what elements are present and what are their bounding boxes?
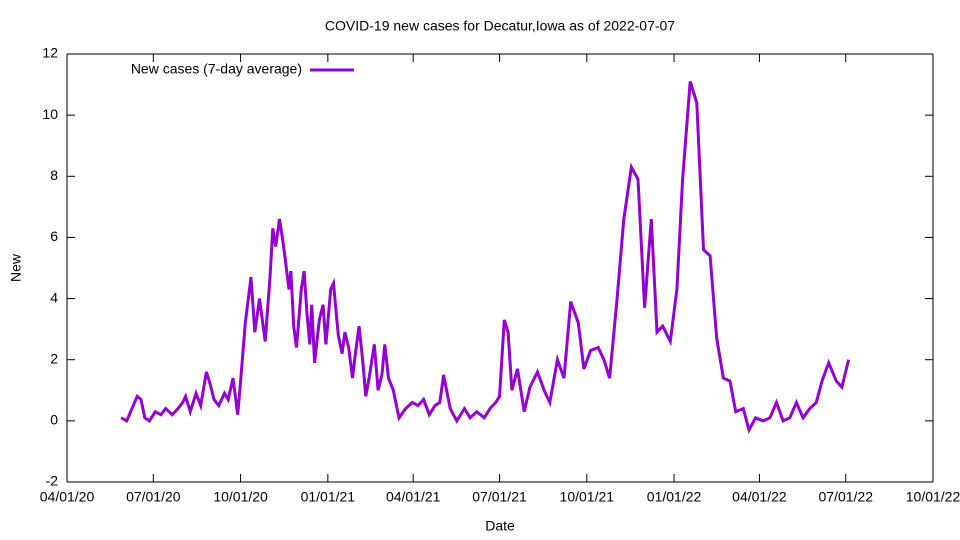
- x-tick-label: 07/01/21: [472, 489, 527, 505]
- x-tick-label: 01/01/21: [301, 489, 356, 505]
- legend-label: New cases (7-day average): [131, 61, 302, 77]
- y-tick-label: 0: [50, 412, 58, 428]
- y-tick-label: 10: [42, 106, 58, 122]
- data-line: [120, 81, 851, 435]
- y-tick-label: 2: [50, 350, 58, 366]
- chart-title: COVID-19 new cases for Decatur,Iowa as o…: [325, 18, 675, 34]
- x-tick-label: 04/01/21: [386, 489, 441, 505]
- y-tick-label: 8: [50, 167, 58, 183]
- y-tick-label: 6: [50, 228, 58, 244]
- x-tick-label: 07/01/20: [126, 489, 181, 505]
- x-tick-label: 01/01/22: [647, 489, 702, 505]
- y-tick-label: -2: [46, 473, 59, 489]
- x-tick-label: 04/01/20: [40, 489, 95, 505]
- x-tick-label: 04/01/22: [732, 489, 787, 505]
- x-tick-label: 07/01/22: [818, 489, 873, 505]
- y-tick-label: 12: [42, 45, 58, 61]
- x-tick-label: 10/01/21: [560, 489, 615, 505]
- y-tick-label: 4: [50, 289, 58, 305]
- x-tick-label: 10/01/20: [213, 489, 268, 505]
- y-axis-label: New: [8, 253, 24, 282]
- x-tick-label: 10/01/22: [906, 489, 960, 505]
- x-axis-label: Date: [485, 518, 515, 534]
